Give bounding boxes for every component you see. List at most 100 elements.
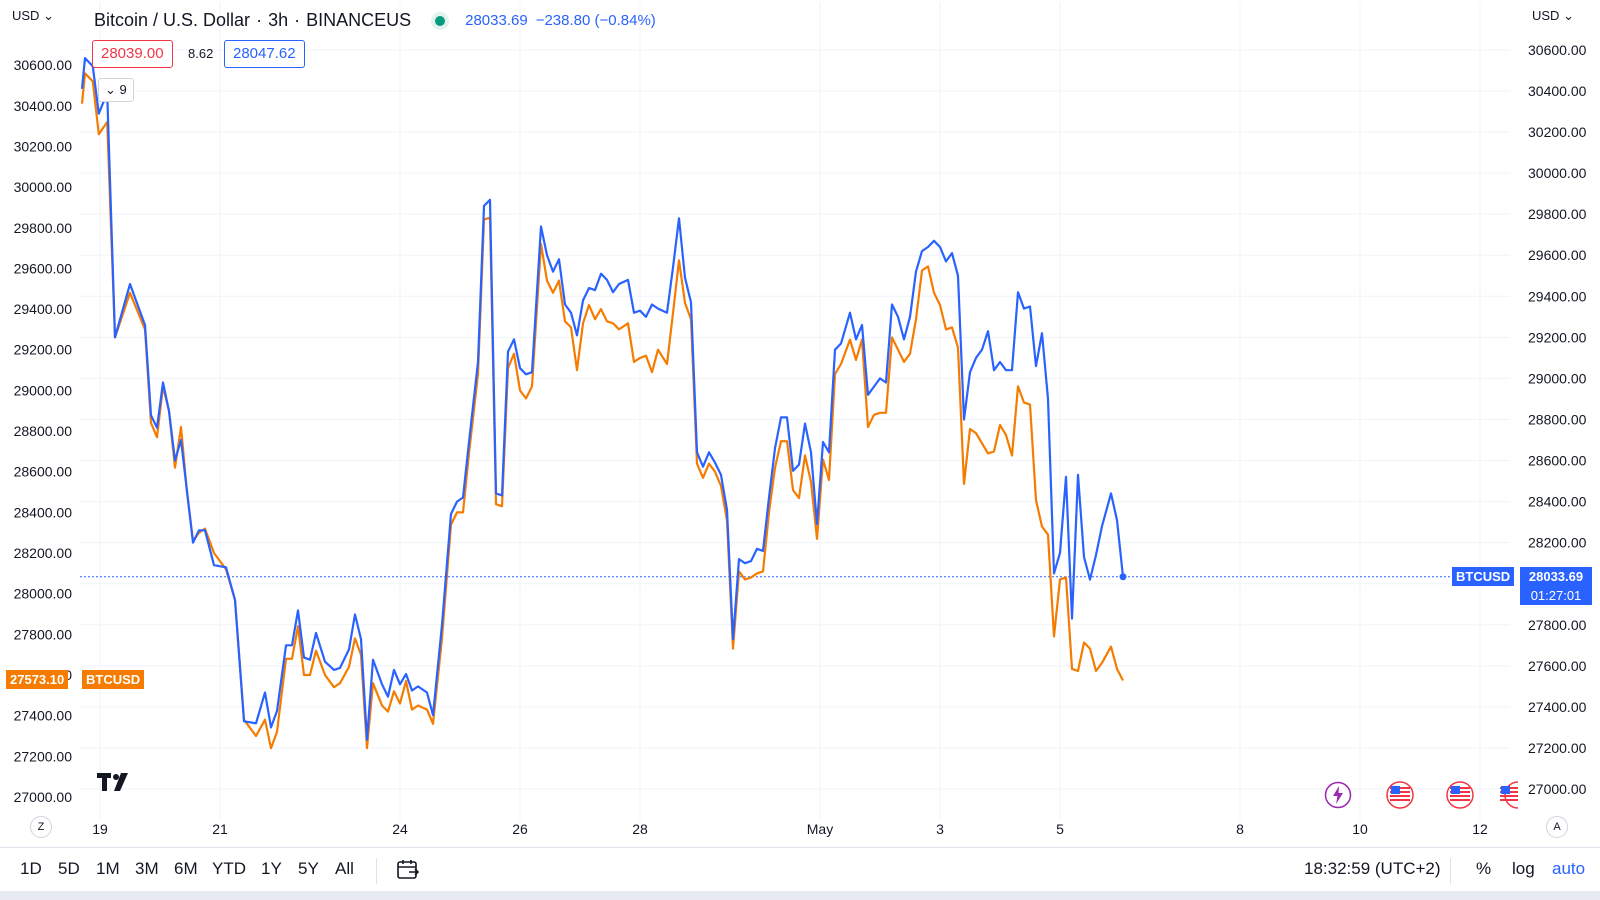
- time-tick-label: 19: [92, 821, 108, 837]
- toolbar-divider: [376, 858, 377, 884]
- legend-change: −238.80 (−0.84%): [535, 12, 656, 29]
- time-tick-label: 12: [1472, 821, 1488, 837]
- right-tick-label: 27600.00: [1528, 658, 1587, 674]
- right-tick-label: 28400.00: [1528, 494, 1587, 510]
- auto-scale-toggle[interactable]: auto: [1552, 859, 1586, 878]
- time-tick-label: 5: [1056, 821, 1064, 837]
- bottom-toolbar: 1D 5D 1M 3M 6M YTD 1Y 5Y All 18:32:59 (U…: [0, 847, 1600, 892]
- series-layer: [80, 56, 1127, 750]
- left-tick-label: 27000.00: [14, 789, 73, 805]
- range-ytd-button[interactable]: YTD: [212, 859, 246, 878]
- collapse-indicators-button[interactable]: ⌄ 9: [98, 78, 134, 102]
- sell-price-button[interactable]: 28039.00: [92, 40, 173, 68]
- interval-label[interactable]: 3h: [268, 10, 289, 30]
- footer-strip: [0, 891, 1600, 900]
- indicator-count: 9: [119, 82, 127, 97]
- right-tick-label: 27000.00: [1528, 781, 1587, 797]
- series-line-blue[interactable]: [80, 56, 1125, 741]
- right-tick-label: 29800.00: [1528, 206, 1587, 222]
- left-tick-label: 29800.00: [14, 220, 73, 236]
- auto-scale-button[interactable]: A: [1546, 816, 1568, 838]
- legend-last-price: 28033.69: [465, 12, 528, 29]
- range-3m-button[interactable]: 3M: [135, 859, 159, 878]
- time-axis: 19 21 24 26 28 May 3 5 8 10 12: [92, 821, 1488, 837]
- tradingview-logo[interactable]: [97, 773, 135, 793]
- right-currency-label: USD: [1532, 8, 1560, 23]
- left-tick-label: 28800.00: [14, 423, 73, 439]
- left-price-axis: 27000.0027200.0027400.0027600.0027800.00…: [14, 57, 73, 805]
- left-tick-label: 30000.00: [14, 179, 73, 195]
- buy-price-button[interactable]: 28047.62: [224, 40, 305, 68]
- left-tick-label: 27200.00: [14, 748, 73, 764]
- spread-value: 8.62: [188, 46, 214, 61]
- left-tick-label: 29200.00: [14, 342, 73, 358]
- lightning-icon[interactable]: [1324, 781, 1352, 809]
- us-flag-icon[interactable]: [1496, 781, 1518, 809]
- time-tick-label: 28: [632, 821, 648, 837]
- time-tick-label: 10: [1352, 821, 1368, 837]
- left-tick-label: 28000.00: [14, 586, 73, 602]
- right-tick-label: 27800.00: [1528, 617, 1587, 633]
- right-tick-label: 30000.00: [1528, 165, 1587, 181]
- left-tick-label: 27400.00: [14, 708, 73, 724]
- right-tick-label: 28600.00: [1528, 453, 1587, 469]
- right-tick-label: 29000.00: [1528, 370, 1587, 386]
- time-tick-label: 26: [512, 821, 528, 837]
- left-tick-label: 29000.00: [14, 382, 73, 398]
- orange-symbol-tag: BTCUSD: [82, 670, 145, 689]
- separator-dot: ·: [256, 10, 263, 30]
- left-currency-selector[interactable]: USD ⌄: [12, 8, 54, 24]
- range-all-button[interactable]: All: [335, 859, 354, 878]
- left-tick-label: 28400.00: [14, 504, 73, 520]
- left-tick-label: 30400.00: [14, 98, 73, 114]
- blue-last-price-tag: 28033.69: [1520, 567, 1592, 586]
- percent-scale-toggle[interactable]: %: [1476, 859, 1492, 878]
- right-tick-label: 30400.00: [1528, 83, 1587, 99]
- blue-symbol-tag: BTCUSD: [1452, 567, 1515, 586]
- right-tick-label: 30600.00: [1528, 42, 1587, 58]
- calendar-range-icon[interactable]: [396, 858, 420, 882]
- chevron-down-icon: ⌄: [43, 8, 54, 23]
- orange-last-price-tag: 27573.10: [6, 670, 69, 689]
- bar-countdown-tag: 01:27:01: [1520, 586, 1592, 605]
- left-tick-label: 30200.00: [14, 138, 73, 154]
- chevron-down-icon: ⌄: [105, 82, 116, 97]
- left-tick-label: 28200.00: [14, 545, 73, 561]
- time-tick-label: 8: [1236, 821, 1244, 837]
- us-flag-icon[interactable]: [1446, 781, 1474, 809]
- right-tick-label: 29400.00: [1528, 288, 1587, 304]
- chart-grid: [80, 2, 1510, 820]
- left-tick-label: 28600.00: [14, 464, 73, 480]
- time-tick-label: May: [807, 821, 833, 837]
- right-tick-label: 30200.00: [1528, 124, 1587, 140]
- right-tick-label: 27400.00: [1528, 699, 1587, 715]
- left-tick-label: 29600.00: [14, 260, 73, 276]
- series-line-orange[interactable]: [80, 72, 1124, 750]
- range-5y-button[interactable]: 5Y: [298, 859, 319, 878]
- log-scale-toggle[interactable]: log: [1512, 859, 1535, 878]
- symbol-name[interactable]: Bitcoin / U.S. Dollar: [94, 10, 251, 30]
- range-1d-button[interactable]: 1D: [20, 859, 42, 878]
- last-point-marker: [1119, 573, 1127, 581]
- right-tick-label: 28200.00: [1528, 535, 1587, 551]
- right-tick-label: 29200.00: [1528, 329, 1587, 345]
- zoom-reset-button[interactable]: Z: [30, 816, 52, 838]
- left-tick-label: 27800.00: [14, 626, 73, 642]
- time-tick-label: 3: [936, 821, 944, 837]
- left-currency-label: USD: [12, 8, 40, 23]
- range-6m-button[interactable]: 6M: [174, 859, 198, 878]
- left-tick-label: 30600.00: [14, 57, 73, 73]
- right-tick-label: 28800.00: [1528, 411, 1587, 427]
- us-flag-icon[interactable]: [1386, 781, 1414, 809]
- exchange-label: BINANCEUS: [306, 10, 412, 30]
- range-1m-button[interactable]: 1M: [96, 859, 120, 878]
- market-status-icon[interactable]: [435, 15, 446, 26]
- range-1y-button[interactable]: 1Y: [261, 859, 282, 878]
- symbol-legend: Bitcoin / U.S. Dollar · 3h · BINANCEUS 2…: [94, 10, 656, 31]
- right-tick-label: 27200.00: [1528, 740, 1587, 756]
- utc-clock[interactable]: 18:32:59 (UTC+2): [1304, 859, 1441, 878]
- time-tick-label: 21: [212, 821, 228, 837]
- right-currency-selector[interactable]: USD ⌄: [1532, 8, 1574, 24]
- range-5d-button[interactable]: 5D: [58, 859, 80, 878]
